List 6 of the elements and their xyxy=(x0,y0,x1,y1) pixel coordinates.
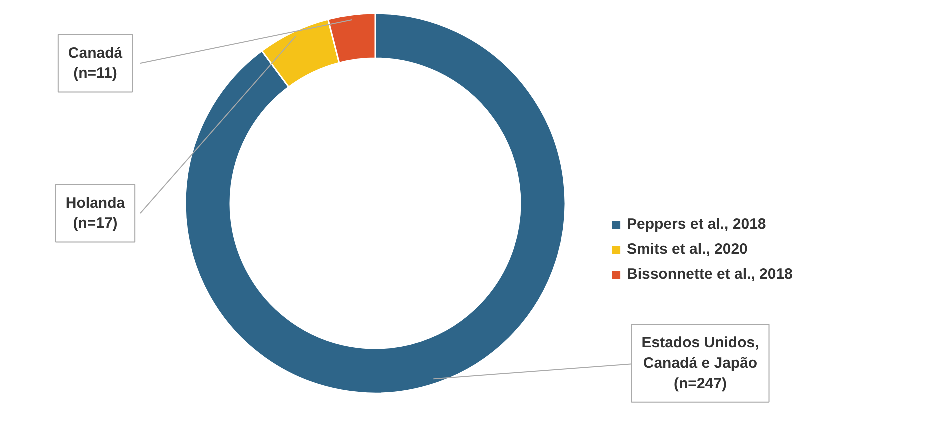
legend-label: Smits et al., 2020 xyxy=(627,241,748,258)
legend-label: Peppers et al., 2018 xyxy=(627,216,766,233)
legend-label: Bissonnette et al., 2018 xyxy=(627,266,793,283)
data-label: Estados Unidos, Canadá e Japão (n=247) xyxy=(642,334,760,392)
data-label: Holanda (n=17) xyxy=(66,194,126,232)
data-label: Canadá (n=11) xyxy=(68,44,124,82)
